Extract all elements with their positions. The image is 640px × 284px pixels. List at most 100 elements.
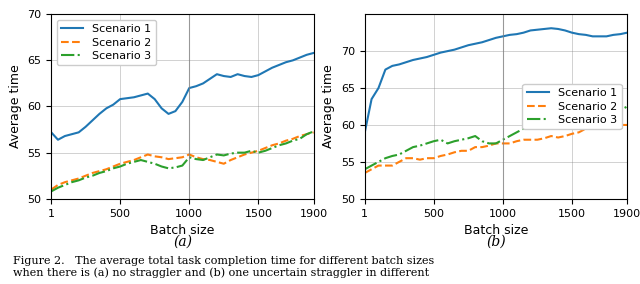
Scenario 3 <box>527 123 534 127</box>
Y-axis label: Average time: Average time <box>323 65 335 148</box>
Scenario 3 <box>75 179 83 182</box>
Scenario 2 <box>396 160 403 164</box>
Scenario 1 <box>68 132 76 136</box>
Scenario 1 <box>213 72 221 76</box>
Scenario 1 <box>151 97 159 101</box>
Line: Scenario 2: Scenario 2 <box>51 132 314 189</box>
Scenario 2 <box>568 132 576 135</box>
Scenario 3 <box>213 153 221 156</box>
Scenario 2 <box>75 177 83 180</box>
Scenario 2 <box>248 151 255 154</box>
Scenario 3 <box>437 138 445 141</box>
Scenario 3 <box>179 164 186 167</box>
Scenario 1 <box>248 75 255 79</box>
Scenario 1 <box>540 27 548 31</box>
Scenario 1 <box>303 53 310 57</box>
Scenario 1 <box>458 46 465 49</box>
Scenario 2 <box>409 156 417 160</box>
Scenario 2 <box>68 179 76 182</box>
Scenario 2 <box>179 156 186 159</box>
Scenario 2 <box>616 123 624 127</box>
Scenario 3 <box>430 139 438 143</box>
Scenario 3 <box>568 120 576 123</box>
Scenario 2 <box>609 123 617 127</box>
Scenario 2 <box>130 158 138 162</box>
Scenario 2 <box>437 154 445 158</box>
Line: Scenario 1: Scenario 1 <box>365 28 627 132</box>
Scenario 1 <box>465 43 472 47</box>
Scenario 3 <box>623 105 631 108</box>
Scenario 2 <box>255 149 262 153</box>
Scenario 1 <box>575 32 582 36</box>
Scenario 2 <box>472 145 479 149</box>
Scenario 1 <box>596 35 604 38</box>
Scenario 2 <box>554 136 562 139</box>
Scenario 2 <box>368 168 376 171</box>
Scenario 3 <box>268 146 276 150</box>
Scenario 2 <box>102 168 110 171</box>
Scenario 3 <box>361 168 369 171</box>
Scenario 3 <box>310 130 317 133</box>
Scenario 3 <box>95 171 103 175</box>
Scenario 3 <box>575 116 582 119</box>
Scenario 3 <box>82 176 90 179</box>
Scenario 1 <box>388 64 396 68</box>
Scenario 3 <box>275 143 283 147</box>
Scenario 1 <box>485 38 493 42</box>
Scenario 2 <box>582 127 589 130</box>
Scenario 3 <box>89 174 97 178</box>
Scenario 1 <box>547 26 555 30</box>
Scenario 3 <box>472 134 479 138</box>
Scenario 1 <box>561 29 569 32</box>
Scenario 1 <box>444 49 451 53</box>
Scenario 2 <box>213 160 221 164</box>
Text: (a): (a) <box>173 234 192 248</box>
Scenario 1 <box>609 33 617 37</box>
Scenario 2 <box>623 123 631 127</box>
Scenario 2 <box>220 162 228 165</box>
Scenario 2 <box>282 139 290 142</box>
Scenario 3 <box>547 116 555 119</box>
Scenario 2 <box>520 138 527 141</box>
Scenario 2 <box>227 158 234 162</box>
Scenario 2 <box>485 144 493 147</box>
Scenario 1 <box>589 35 596 38</box>
Scenario 1 <box>289 59 297 62</box>
Scenario 1 <box>158 106 166 110</box>
Scenario 2 <box>310 131 317 134</box>
Scenario 2 <box>82 174 90 178</box>
Scenario 1 <box>451 48 458 51</box>
Scenario 2 <box>451 151 458 154</box>
Scenario 2 <box>589 123 596 127</box>
Y-axis label: Average time: Average time <box>9 65 22 148</box>
Scenario 1 <box>568 31 576 34</box>
Scenario 1 <box>374 86 382 90</box>
Scenario 3 <box>102 169 110 173</box>
Scenario 2 <box>199 157 207 161</box>
Scenario 3 <box>561 120 569 123</box>
Scenario 2 <box>444 153 451 156</box>
Scenario 1 <box>124 97 131 100</box>
Scenario 3 <box>137 158 145 162</box>
Scenario 3 <box>130 160 138 164</box>
Legend: Scenario 1, Scenario 2, Scenario 3: Scenario 1, Scenario 2, Scenario 3 <box>57 20 156 65</box>
Scenario 3 <box>248 149 255 153</box>
Text: Figure 2.   The average total task completion time for different batch sizes
whe: Figure 2. The average total task complet… <box>13 256 434 278</box>
Scenario 2 <box>261 146 269 150</box>
Scenario 3 <box>303 132 310 136</box>
Scenario 3 <box>596 116 604 119</box>
Scenario 2 <box>430 156 438 160</box>
Scenario 1 <box>361 131 369 134</box>
Scenario 2 <box>144 153 152 156</box>
Scenario 2 <box>374 164 382 167</box>
Scenario 3 <box>506 134 513 138</box>
Scenario 2 <box>54 183 62 187</box>
Scenario 2 <box>513 139 520 143</box>
Scenario 3 <box>241 151 248 154</box>
Scenario 1 <box>47 131 55 134</box>
Scenario 3 <box>61 183 68 187</box>
Scenario 1 <box>164 112 172 116</box>
Scenario 3 <box>554 117 562 121</box>
Scenario 2 <box>275 142 283 145</box>
Scenario 1 <box>172 109 179 113</box>
